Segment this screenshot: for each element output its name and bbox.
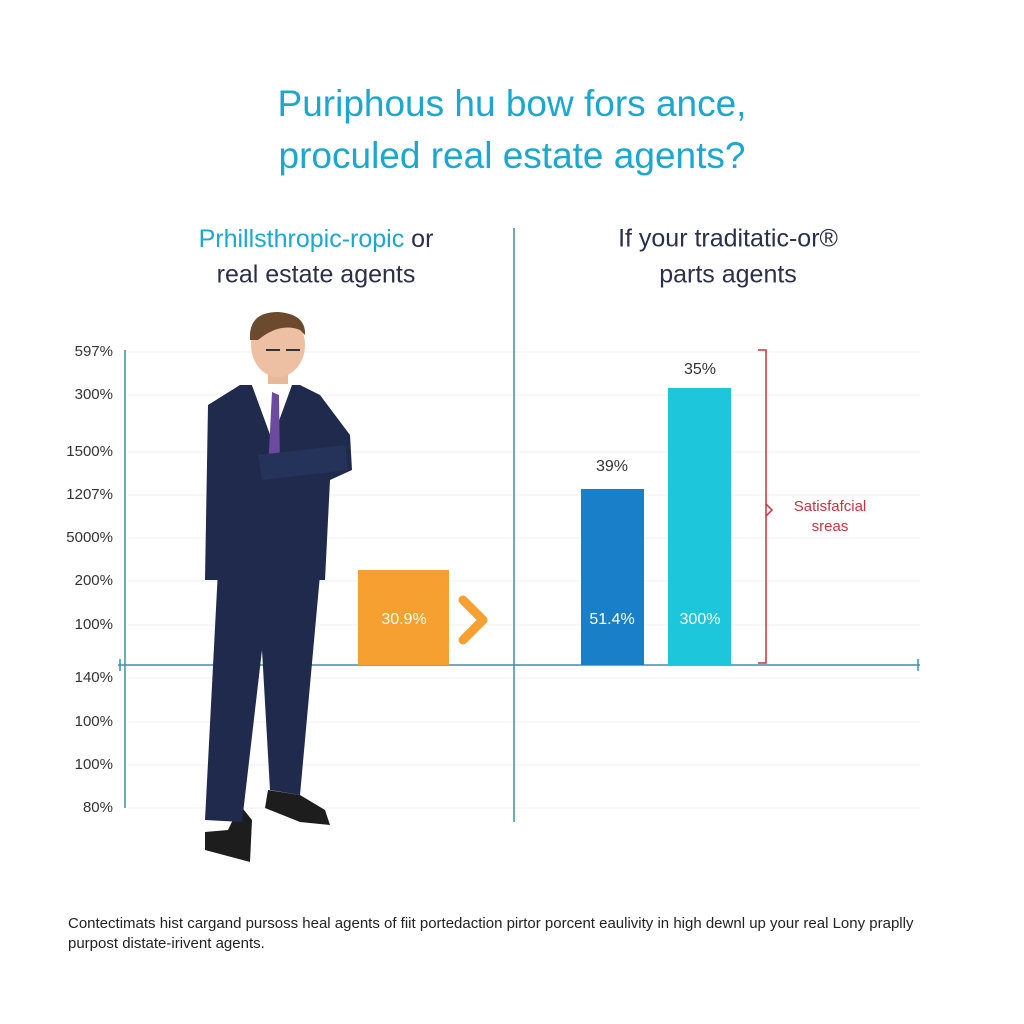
bar-top-label: 35% <box>684 361 716 378</box>
person-illustration <box>205 312 352 862</box>
title-line: Puriphous hu bow fors ance, <box>278 83 747 124</box>
left-heading: real estate agents <box>217 261 416 289</box>
bar-label: 30.9% <box>381 611 426 628</box>
bar <box>581 489 644 665</box>
heading-highlight: Prhillsthropic-ropic <box>199 225 405 253</box>
axis-label: 5000% <box>66 529 113 546</box>
footnote: Contectimats hist cargand pursoss heal a… <box>68 915 914 932</box>
annotation: Satisfafcial <box>794 498 867 515</box>
heading-rest: or <box>411 225 433 253</box>
axis-label: 1207% <box>66 486 113 503</box>
axis-label: 100% <box>75 713 113 730</box>
axis-label: 100% <box>75 616 113 633</box>
footnote: purpost distate-irivent agents. <box>68 935 265 952</box>
axis-label: 140% <box>75 669 113 686</box>
bar-label: 300% <box>680 611 721 628</box>
bar <box>668 388 731 665</box>
axis-label: 1500% <box>66 443 113 460</box>
axis-group: 597% 300% 1500% 1207% 5000% 200% 100% 140% 100% 1… <box>66 343 920 816</box>
axis-label: 80% <box>83 799 113 816</box>
arrow <box>458 595 488 645</box>
bracket <box>758 349 774 664</box>
left-heading: Prhillsthropic-ropic or <box>199 225 434 253</box>
annotation: sreas <box>812 518 849 535</box>
axis-label: 200% <box>75 572 113 589</box>
bar <box>358 570 449 665</box>
right-heading: If your traditatic-or® <box>618 225 838 253</box>
right-heading: parts agents <box>659 261 797 289</box>
title-line: proculed real estate agents? <box>279 135 746 176</box>
axis-label: 597% <box>75 343 113 360</box>
axis-label: 100% <box>75 756 113 773</box>
axis-label: 300% <box>75 386 113 403</box>
bar-label: 51.4% <box>589 611 634 628</box>
bar-top-label: 39% <box>596 458 628 475</box>
